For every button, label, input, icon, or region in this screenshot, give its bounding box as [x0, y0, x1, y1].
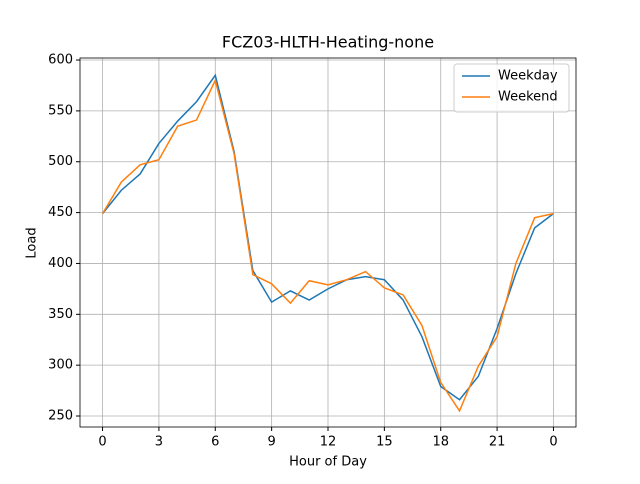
y-tick-label: 450 [48, 205, 73, 220]
x-axis-label: Hour of Day [289, 455, 367, 470]
plot-frame [79, 57, 577, 428]
chart-title: FCZ03-HLTH-Heating-none [222, 33, 434, 52]
data-line [101, 78, 554, 413]
y-tick-label: 250 [48, 409, 73, 424]
y-axis-label: Load [25, 227, 40, 258]
legend-label: Weekday [498, 69, 558, 84]
x-tick-label: 12 [320, 435, 337, 450]
legend-label: Weekend [498, 90, 558, 105]
y-tick-label: 550 [48, 103, 73, 118]
data-line [101, 73, 554, 401]
x-tick-label: 21 [489, 435, 506, 450]
x-tick-label: 6 [211, 435, 219, 450]
x-tick-label: 15 [376, 435, 393, 450]
x-tick-label: 0 [549, 435, 557, 450]
y-tick-label: 300 [48, 358, 73, 373]
y-tick-label: 350 [48, 307, 73, 322]
x-tick-label: 0 [98, 435, 106, 450]
y-tick-label: 500 [48, 154, 73, 169]
x-tick-label: 9 [267, 435, 275, 450]
y-tick-label: 400 [48, 256, 73, 271]
x-tick-label: 3 [155, 435, 163, 450]
x-tick-label: 18 [432, 435, 449, 450]
y-tick-label: 600 [48, 53, 73, 68]
